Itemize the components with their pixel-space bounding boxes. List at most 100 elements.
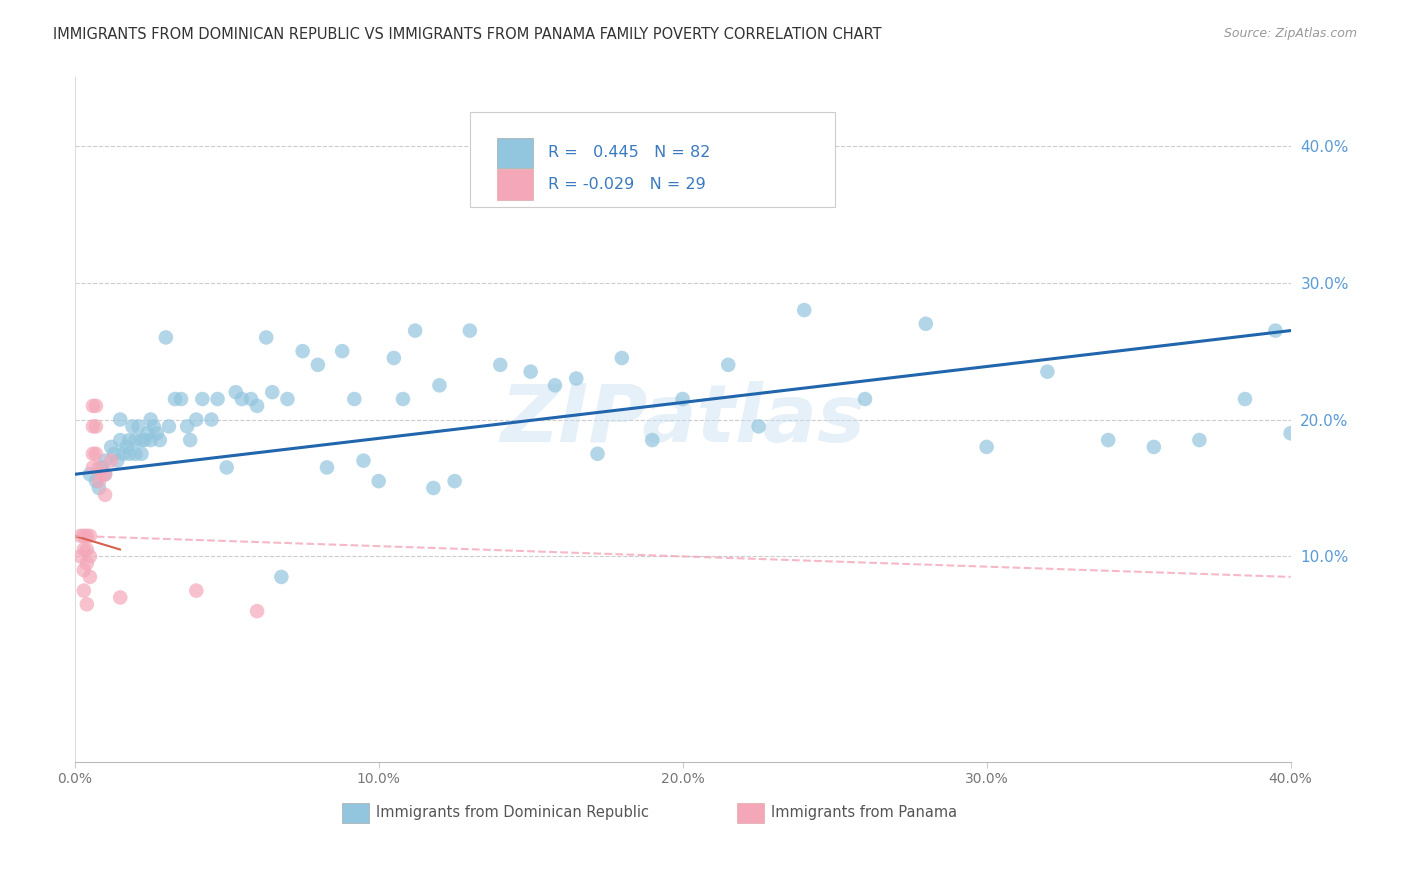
Point [157,419,180,434]
Text: Immigrants from Dominican Republic: Immigrants from Dominican Republic [377,805,650,821]
Point [186,412,208,426]
Point [291,344,314,359]
Point [87,460,110,475]
Point [115,440,138,454]
Point [565,371,588,385]
Point [124,447,146,461]
Point [84,474,107,488]
Point [91,467,114,482]
Point [429,378,451,392]
Point [176,419,198,434]
Point [79,570,101,584]
Point [73,529,96,543]
Point [145,426,167,441]
Point [392,392,415,406]
Point [330,344,353,359]
Point [94,453,117,467]
Point [79,549,101,564]
Point [112,447,135,461]
Point [519,365,541,379]
Point [110,412,132,426]
Point [124,433,146,447]
FancyBboxPatch shape [737,803,763,823]
Point [139,433,162,447]
Point [404,324,426,338]
Point [76,556,98,570]
Point [200,412,222,426]
Point [94,488,117,502]
Point [121,419,143,434]
Point [84,399,107,413]
Point [128,419,150,434]
Point [246,399,269,413]
Point [149,433,172,447]
Text: R = -0.029   N = 29: R = -0.029 N = 29 [548,177,706,192]
Point [422,481,444,495]
Point [87,481,110,495]
Point [793,303,815,318]
Point [382,351,405,365]
Point [270,570,292,584]
Point [84,447,107,461]
Point [110,433,132,447]
Point [110,591,132,605]
Point [131,447,153,461]
Text: IMMIGRANTS FROM DOMINICAN REPUBLIC VS IMMIGRANTS FROM PANAMA FAMILY POVERTY CORR: IMMIGRANTS FROM DOMINICAN REPUBLIC VS IM… [53,27,882,42]
Point [231,392,253,406]
Point [79,529,101,543]
Point [105,453,128,467]
Point [76,529,98,543]
Point [610,351,633,365]
Point [100,440,122,454]
FancyBboxPatch shape [470,112,835,208]
Point [142,419,165,434]
Point [79,467,101,482]
Point [240,392,263,406]
Point [544,378,567,392]
Point [489,358,512,372]
Text: Source: ZipAtlas.com: Source: ZipAtlas.com [1223,27,1357,40]
Point [155,330,177,344]
Point [73,563,96,577]
Point [307,358,329,372]
Point [717,358,740,372]
Point [1143,440,1166,454]
Point [170,392,193,406]
Point [458,324,481,338]
Point [207,392,229,406]
Point [641,433,664,447]
Point [118,447,141,461]
Point [69,529,91,543]
Point [276,392,298,406]
Point [82,399,104,413]
Point [443,474,465,488]
Point [179,433,201,447]
Point [976,440,998,454]
Point [853,392,876,406]
Point [262,385,284,400]
Point [672,392,695,406]
Text: R =   0.445   N = 82: R = 0.445 N = 82 [548,145,710,161]
Text: Immigrants from Panama: Immigrants from Panama [772,805,957,821]
Point [254,330,277,344]
Point [1097,433,1119,447]
Point [82,447,104,461]
Point [103,447,125,461]
Point [73,583,96,598]
Point [914,317,936,331]
Point [100,453,122,467]
Point [131,433,153,447]
Point [1233,392,1256,406]
FancyBboxPatch shape [496,137,533,169]
Point [367,474,389,488]
Point [73,542,96,557]
Point [343,392,366,406]
Point [586,447,609,461]
Point [246,604,269,618]
Point [82,460,104,475]
Point [91,460,114,475]
Text: ZIPatlas: ZIPatlas [501,381,865,458]
Point [84,419,107,434]
Point [353,453,375,467]
Point [87,474,110,488]
